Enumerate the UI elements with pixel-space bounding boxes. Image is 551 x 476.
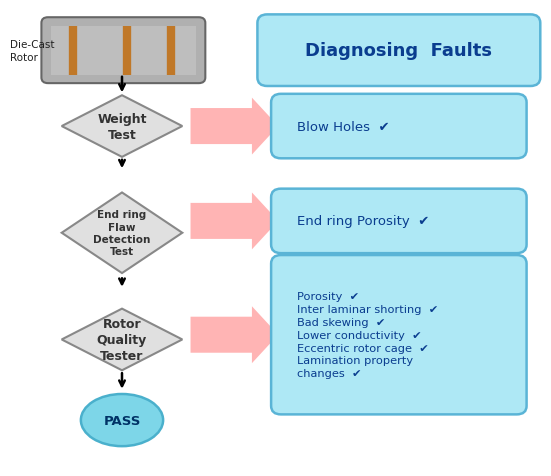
- Text: Die-Cast
Rotor: Die-Cast Rotor: [9, 40, 54, 63]
- FancyBboxPatch shape: [271, 95, 527, 159]
- FancyBboxPatch shape: [271, 256, 527, 415]
- Text: Diagnosing  Faults: Diagnosing Faults: [305, 42, 493, 60]
- Polygon shape: [191, 307, 278, 363]
- Text: End ring
Flaw
Detection
Test: End ring Flaw Detection Test: [93, 210, 150, 257]
- Polygon shape: [62, 193, 182, 274]
- Text: PASS: PASS: [103, 414, 141, 426]
- FancyBboxPatch shape: [257, 15, 541, 87]
- Text: Blow Holes  ✔: Blow Holes ✔: [298, 120, 390, 133]
- Text: End ring Porosity  ✔: End ring Porosity ✔: [298, 215, 430, 228]
- Ellipse shape: [81, 394, 163, 446]
- FancyBboxPatch shape: [41, 18, 206, 84]
- Polygon shape: [191, 99, 278, 155]
- Text: Rotor
Quality
Tester: Rotor Quality Tester: [97, 317, 147, 362]
- Text: Weight
Test: Weight Test: [97, 112, 147, 141]
- Text: Porosity  ✔
Inter laminar shorting  ✔
Bad skewing  ✔
Lower conductivity  ✔
Eccen: Porosity ✔ Inter laminar shorting ✔ Bad …: [298, 292, 439, 378]
- Polygon shape: [62, 309, 182, 370]
- FancyBboxPatch shape: [271, 189, 527, 254]
- Polygon shape: [62, 96, 182, 158]
- Bar: [51, 27, 196, 76]
- Polygon shape: [191, 193, 278, 250]
